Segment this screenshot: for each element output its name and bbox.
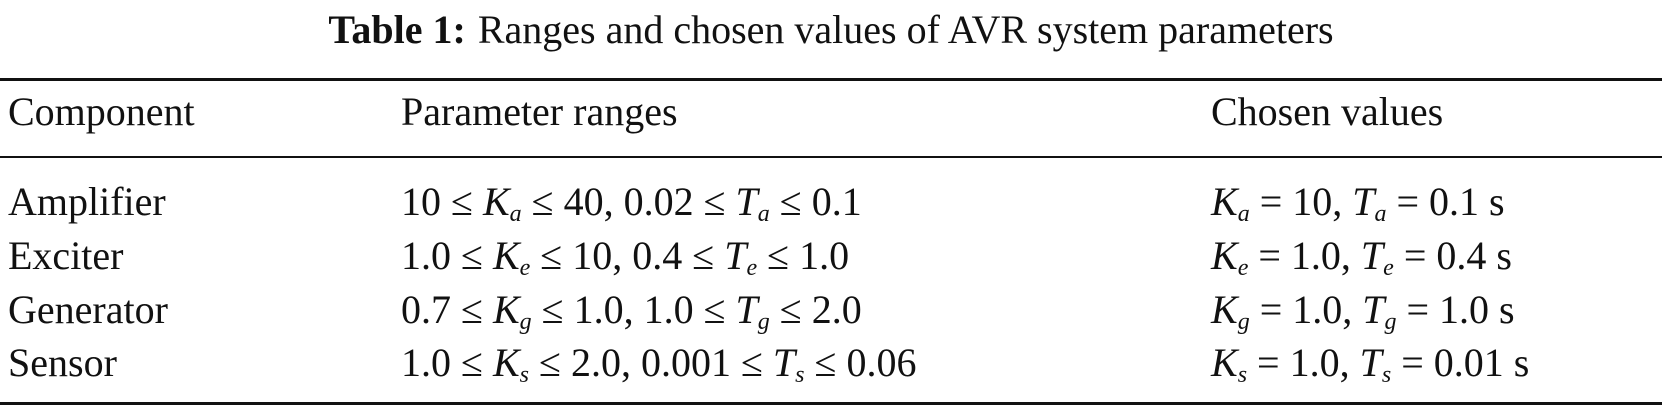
math-text: = 1.0,	[1249, 287, 1363, 332]
table-cell: 0.7 ≤ Kg ≤ 1.0, 1.0 ≤ Tg ≤ 2.0	[401, 283, 862, 337]
math-text: = 0.1 s	[1386, 179, 1505, 224]
table-cell: Ks = 1.0, Ts = 0.01 s	[1211, 336, 1529, 390]
math-text: = 1.0,	[1248, 233, 1361, 278]
header-cell: Component	[8, 89, 195, 134]
math-text: 0.7 ≤	[401, 287, 493, 332]
math-subscript: e	[519, 255, 531, 281]
math-text: ≤ 2.0, 0.001 ≤	[528, 340, 773, 385]
math-subscript: g	[519, 309, 532, 335]
math-variable: T	[772, 340, 796, 385]
math-text: 1.0 ≤	[401, 233, 493, 278]
math-subscript: e	[746, 255, 758, 281]
math-subscript: g	[757, 309, 770, 335]
table-cell: 1.0 ≤ Ke ≤ 10, 0.4 ≤ Te ≤ 1.0	[401, 229, 849, 283]
table-cell: Amplifier	[8, 179, 166, 224]
math-variable: K	[1211, 287, 1238, 332]
caption-text: Ranges and chosen values of AVR system p…	[477, 7, 1334, 52]
math-text: = 1.0,	[1247, 340, 1360, 385]
math-variable: K	[1211, 340, 1238, 385]
math-text: ≤ 0.06	[804, 340, 917, 385]
math-variable: K	[1211, 233, 1238, 278]
caption-label: Table 1:	[328, 7, 466, 52]
table-cell: Generator	[8, 287, 168, 332]
math-subscript: e	[1237, 255, 1249, 281]
math-variable: T	[1360, 233, 1384, 278]
math-subscript: g	[1237, 309, 1250, 335]
math-text: ≤ 2.0	[769, 287, 862, 332]
math-subscript: s	[1237, 362, 1248, 388]
math-variable: T	[735, 179, 758, 224]
header-cell: Parameter ranges	[401, 89, 678, 134]
math-variable: K	[492, 233, 520, 278]
math-variable: K	[1211, 179, 1238, 224]
math-subscript: a	[757, 201, 770, 227]
math-variable: T	[1359, 340, 1382, 385]
table-cell: Sensor	[8, 340, 117, 385]
math-subscript: s	[1381, 362, 1392, 388]
math-variable: T	[1352, 179, 1375, 224]
header-cell: Chosen values	[1211, 89, 1444, 134]
math-variable: K	[492, 287, 520, 332]
table-cell: 1.0 ≤ Ks ≤ 2.0, 0.001 ≤ Ts ≤ 0.06	[401, 336, 916, 390]
math-text: = 10,	[1249, 179, 1353, 224]
math-subscript: a	[509, 201, 522, 227]
math-variable: K	[482, 179, 510, 224]
math-subscript: a	[1374, 201, 1387, 227]
math-text: ≤ 10, 0.4 ≤	[530, 233, 725, 278]
math-text: ≤ 40, 0.02 ≤	[521, 179, 736, 224]
math-text: 1.0 ≤	[401, 340, 493, 385]
bottom-rule	[0, 402, 1662, 405]
top-rule	[0, 78, 1662, 81]
math-text: = 0.4 s	[1393, 233, 1512, 278]
math-variable: T	[724, 233, 747, 278]
table-cell: Ka = 10, Ta = 0.1 s	[1211, 175, 1505, 229]
math-text: 10 ≤	[401, 179, 483, 224]
math-text: ≤ 1.0	[757, 233, 850, 278]
table-cell: Exciter	[8, 233, 124, 278]
math-text: = 0.01 s	[1391, 340, 1530, 385]
table-cell: 10 ≤ Ka ≤ 40, 0.02 ≤ Ta ≤ 0.1	[401, 175, 862, 229]
math-subscript: e	[1383, 255, 1394, 281]
math-subscript: s	[795, 362, 805, 388]
math-text: ≤ 1.0, 1.0 ≤	[531, 287, 736, 332]
mid-rule	[0, 156, 1662, 158]
math-variable: K	[492, 340, 520, 385]
math-subscript: a	[1237, 201, 1250, 227]
table-cell: Ke = 1.0, Te = 0.4 s	[1211, 229, 1512, 283]
math-text: = 1.0 s	[1396, 287, 1515, 332]
table-cell: Kg = 1.0, Tg = 1.0 s	[1211, 283, 1515, 337]
math-variable: T	[1362, 287, 1385, 332]
math-subscript: s	[519, 362, 529, 388]
math-variable: T	[735, 287, 758, 332]
math-subscript: g	[1384, 309, 1397, 335]
table-caption: Table 1: Ranges and chosen values of AVR …	[0, 6, 1662, 53]
math-text: ≤ 0.1	[769, 179, 862, 224]
